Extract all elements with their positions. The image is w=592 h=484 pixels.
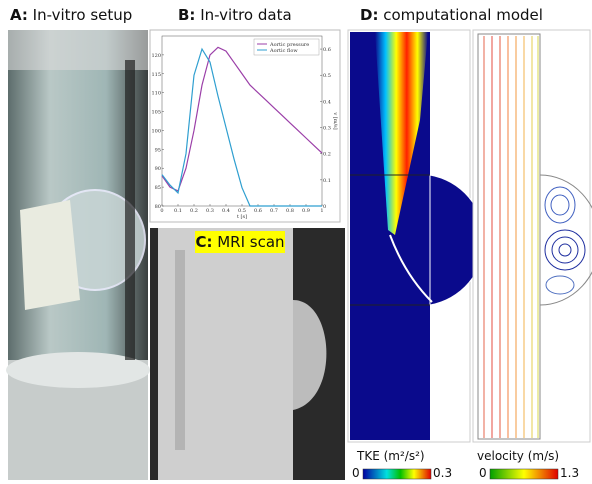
colorbar-min: 0 [352,466,360,480]
y2-tick-label: 0.4 [323,99,331,105]
y-tick-label: 90 [155,166,161,172]
y2-tick-label: 0 [323,204,326,210]
x-tick-label: 0.4 [222,208,230,214]
colorbar-label: TKE (m²/s²) [356,449,425,463]
colorbar-max: 1.3 [560,466,579,480]
panel-letter: D: [360,6,378,24]
panel-text: In-vitro data [200,6,291,24]
y-tick-label: 85 [155,185,161,191]
y-tick-label: 80 [155,204,161,210]
y2-axis-label: v [m/s] [332,111,338,129]
velocity-field [473,30,592,442]
panel-letter: C: [195,233,212,251]
colorbar-max: 0.3 [433,466,452,480]
y-tick-label: 120 [151,53,161,59]
photo-setup [6,30,150,480]
mri-image: C: MRI scan [150,228,345,480]
panel-title: B: In-vitro data [178,6,292,24]
y2-tick-label: 0.5 [323,73,331,79]
y2-tick-label: 0.3 [323,126,331,132]
y-tick-label: 105 [151,110,161,116]
panel-text: MRI scan [217,233,284,251]
x-tick-label: 0.3 [206,208,214,214]
y2-tick-label: 0.1 [323,178,331,184]
x-tick-label: 0.1 [174,208,182,214]
legend-label: Aortic flow [269,48,298,54]
y-tick-label: 100 [151,128,161,134]
panel-text: computational model [383,6,543,24]
panel-letter: B: [178,6,195,24]
y2-tick-label: 0.6 [323,47,331,53]
x-tick-label: 0.6 [254,208,262,214]
x-tick-label: 0.9 [302,208,310,214]
y-tick-label: 95 [155,147,161,153]
x-axis-label: t [s] [237,214,247,220]
colorbar-min: 0 [479,466,487,480]
colorbar-label: velocity (m/s) [477,449,559,463]
x-tick-label: 0.2 [190,208,198,214]
panel-title: C: MRI scan [195,233,284,251]
panel-title: D: computational model [360,6,543,24]
panel-letter: A: [10,6,28,24]
panel-text: In-vitro setup [33,6,133,24]
figure: A: In-vitro setup B: In-vitro data D: co… [0,0,592,484]
panel-title: A: In-vitro setup [10,6,132,24]
x-tick-label: 0.8 [286,208,294,214]
colorbar: velocity (m/s) 0 1.3 [477,449,579,480]
x-tick-label: 0.7 [270,208,278,214]
colorbar: TKE (m²/s²) 0 0.3 [352,449,452,480]
tke-field [348,30,485,442]
y-tick-label: 115 [151,72,161,78]
y-tick-label: 110 [151,91,161,97]
y2-tick-label: 0.2 [323,152,331,158]
